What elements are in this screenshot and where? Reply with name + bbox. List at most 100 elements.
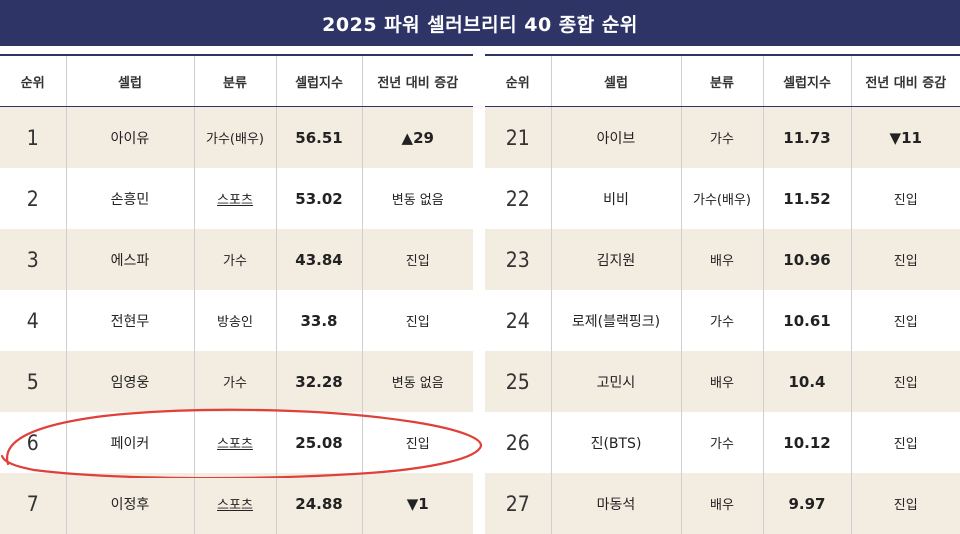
name-cell: 이정후	[66, 473, 195, 534]
change-cell: ▼11	[851, 106, 960, 168]
rank-cell: 24	[485, 290, 552, 351]
score-cell: 32.28	[276, 351, 363, 412]
change-cell: 변동 없음	[362, 351, 473, 412]
rank-cell: 27	[485, 473, 552, 534]
rank-cell: 22	[485, 168, 552, 229]
name-cell: 비비	[551, 168, 682, 229]
change-cell: 진입	[851, 412, 960, 473]
name-cell: 손흥민	[66, 168, 195, 229]
change-cell: 진입	[851, 473, 960, 534]
header-change: 전년 대비 증감	[851, 55, 960, 107]
score-cell: 11.73	[763, 106, 852, 168]
name-cell: 진(BTS)	[551, 412, 682, 473]
name-cell: 에스파	[66, 229, 195, 290]
header-rank: 순위	[485, 55, 552, 107]
category-cell: 스포츠	[194, 168, 277, 229]
change-cell: 진입	[851, 168, 960, 229]
header-category: 분류	[194, 55, 277, 107]
table-row: 26 진(BTS) 가수 10.12 진입	[485, 412, 960, 473]
table-row: 22 비비 가수(배우) 11.52 진입	[485, 168, 960, 229]
score-cell: 10.61	[763, 290, 852, 351]
header-change: 전년 대비 증감	[362, 55, 473, 107]
ranking-table-right: 순위 셀럽 분류 셀럽지수 전년 대비 증감 21 아이브 가수 11.73 ▼…	[485, 54, 960, 534]
change-cell: ▲29	[362, 106, 473, 168]
header-score: 셀럽지수	[276, 55, 363, 107]
rank-cell: 3	[0, 229, 67, 290]
rank-cell: 2	[0, 168, 67, 229]
rank-cell: 23	[485, 229, 552, 290]
category-text: 스포츠	[217, 437, 253, 452]
category-cell: 가수	[681, 412, 764, 473]
table-row: 27 마동석 배우 9.97 진입	[485, 473, 960, 534]
category-cell: 배우	[681, 229, 764, 290]
rank-cell: 7	[0, 473, 67, 534]
category-cell: 스포츠	[194, 473, 277, 534]
table-row: 23 김지원 배우 10.96 진입	[485, 229, 960, 290]
name-cell: 아이브	[551, 106, 682, 168]
name-cell: 고민시	[551, 351, 682, 412]
category-cell: 가수	[681, 106, 764, 168]
score-cell: 10.96	[763, 229, 852, 290]
category-cell: 가수	[681, 290, 764, 351]
score-cell: 11.52	[763, 168, 852, 229]
category-cell: 가수	[194, 351, 277, 412]
rank-cell: 25	[485, 351, 552, 412]
page-title: 2025 파워 셀러브리티 40 종합 순위	[0, 0, 960, 46]
category-cell: 가수(배우)	[681, 168, 764, 229]
name-cell: 로제(블랙핑크)	[551, 290, 682, 351]
category-cell: 배우	[681, 473, 764, 534]
score-cell: 43.84	[276, 229, 363, 290]
score-cell: 24.88	[276, 473, 363, 534]
table-row: 2 손흥민 스포츠 53.02 변동 없음	[0, 168, 473, 229]
name-cell: 김지원	[551, 229, 682, 290]
change-cell: ▼1	[362, 473, 473, 534]
table-row: 21 아이브 가수 11.73 ▼11	[485, 106, 960, 168]
score-cell: 53.02	[276, 168, 363, 229]
rank-cell: 5	[0, 351, 67, 412]
change-cell: 진입	[851, 290, 960, 351]
score-cell: 33.8	[276, 290, 363, 351]
header-rank: 순위	[0, 55, 67, 107]
change-cell: 진입	[851, 229, 960, 290]
table-row: 3 에스파 가수 43.84 진입	[0, 229, 473, 290]
rank-cell: 21	[485, 106, 552, 168]
category-cell: 스포츠	[194, 412, 277, 473]
table-row: 25 고민시 배우 10.4 진입	[485, 351, 960, 412]
change-cell: 진입	[362, 290, 473, 351]
header-celeb: 셀럽	[551, 55, 682, 107]
rank-cell: 26	[485, 412, 552, 473]
table-row: 6 페이커 스포츠 25.08 진입	[0, 412, 473, 473]
table-header-row: 순위 셀럽 분류 셀럽지수 전년 대비 증감	[0, 55, 473, 107]
rank-cell: 4	[0, 290, 67, 351]
score-cell: 56.51	[276, 106, 363, 168]
header-score: 셀럽지수	[763, 55, 852, 107]
score-cell: 25.08	[276, 412, 363, 473]
table-header-row: 순위 셀럽 분류 셀럽지수 전년 대비 증감	[485, 55, 960, 107]
score-cell: 9.97	[763, 473, 852, 534]
table-row: 7 이정후 스포츠 24.88 ▼1	[0, 473, 473, 534]
name-cell: 페이커	[66, 412, 195, 473]
header-category: 분류	[681, 55, 764, 107]
category-cell: 배우	[681, 351, 764, 412]
category-text: 스포츠	[217, 498, 253, 513]
name-cell: 마동석	[551, 473, 682, 534]
name-cell: 아이유	[66, 106, 195, 168]
name-cell: 전현무	[66, 290, 195, 351]
change-cell: 진입	[851, 351, 960, 412]
change-cell: 진입	[362, 412, 473, 473]
change-cell: 진입	[362, 229, 473, 290]
name-cell: 임영웅	[66, 351, 195, 412]
change-cell: 변동 없음	[362, 168, 473, 229]
rank-cell: 1	[0, 106, 67, 168]
table-row: 1 아이유 가수(배우) 56.51 ▲29	[0, 106, 473, 168]
category-cell: 가수	[194, 229, 277, 290]
rank-cell: 6	[0, 412, 67, 473]
category-text: 스포츠	[217, 193, 253, 208]
table-row: 4 전현무 방송인 33.8 진입	[0, 290, 473, 351]
category-cell: 가수(배우)	[194, 106, 277, 168]
ranking-table-left: 순위 셀럽 분류 셀럽지수 전년 대비 증감 1 아이유 가수(배우) 56.5…	[0, 54, 473, 534]
category-cell: 방송인	[194, 290, 277, 351]
score-cell: 10.4	[763, 351, 852, 412]
table-row: 24 로제(블랙핑크) 가수 10.61 진입	[485, 290, 960, 351]
table-row: 5 임영웅 가수 32.28 변동 없음	[0, 351, 473, 412]
